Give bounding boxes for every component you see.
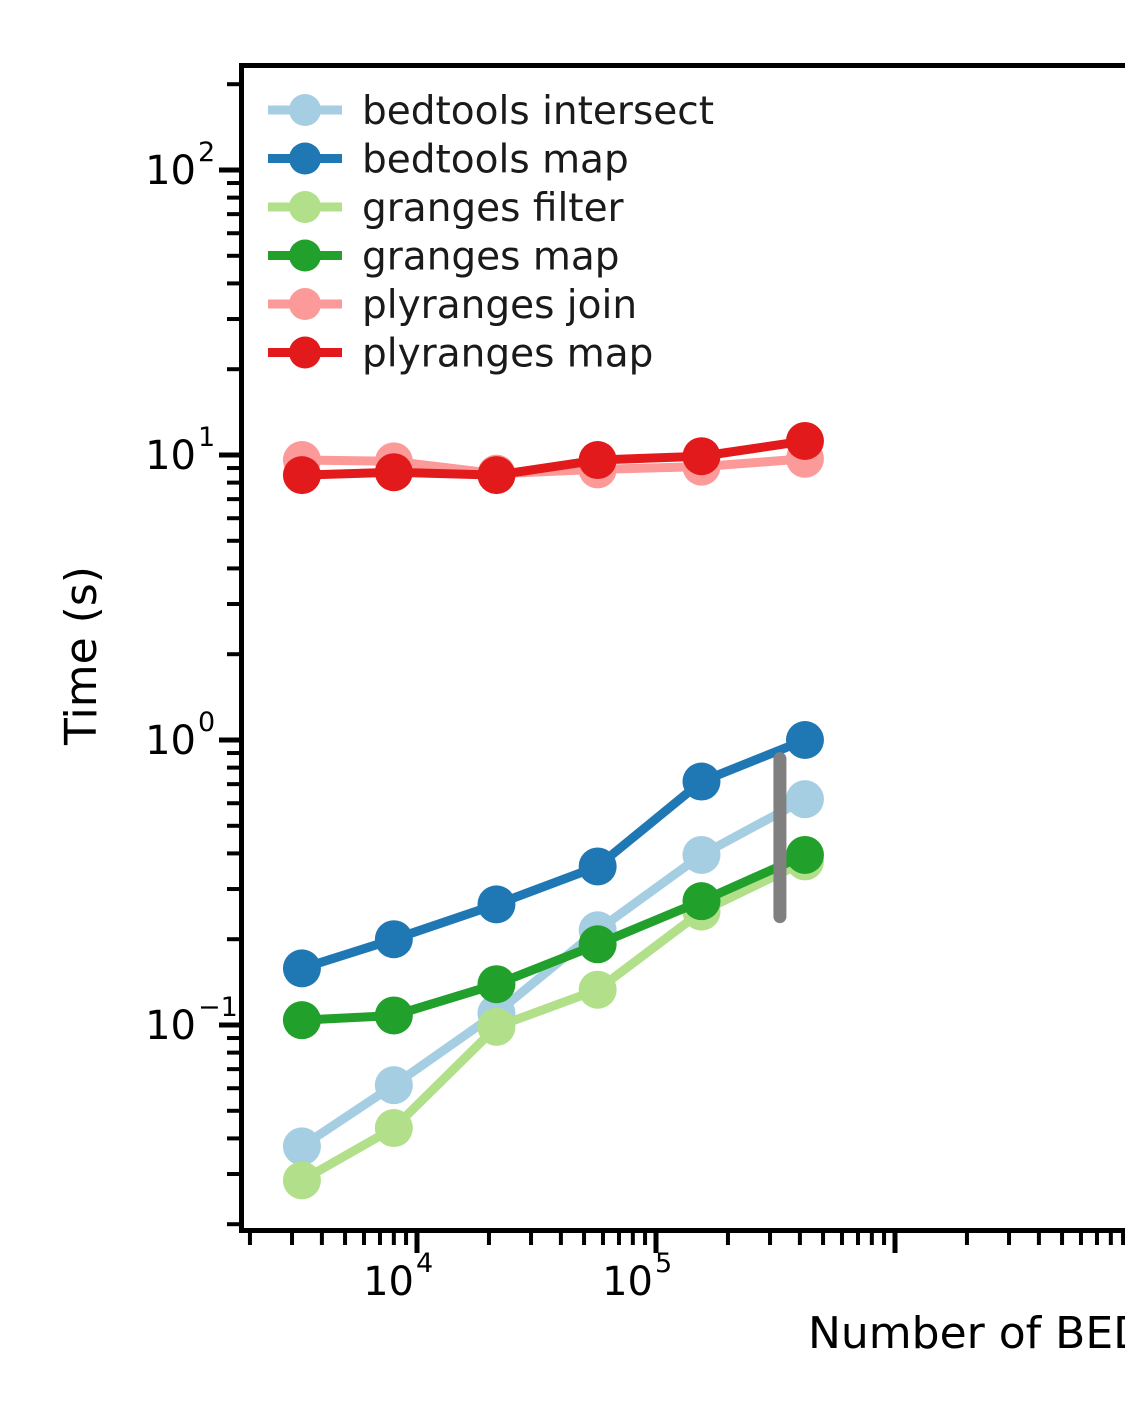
data-point xyxy=(682,762,721,801)
x-axis-title-text: Number of BED xyxy=(808,1308,1125,1359)
y-tick-exponent: 0 xyxy=(198,707,215,738)
data-point xyxy=(282,1127,321,1166)
y-tick-mantissa: 10 xyxy=(145,148,196,194)
data-point xyxy=(282,456,321,495)
series-plyranges-map xyxy=(282,421,824,495)
x-tick-label: 10 5 xyxy=(602,1248,672,1305)
legend-item-label: granges map xyxy=(362,235,620,280)
legend-swatch-marker xyxy=(289,239,321,272)
series-bedtools-map xyxy=(282,721,824,988)
y-tick-exponent: −1 xyxy=(198,992,238,1023)
data-point xyxy=(477,885,516,924)
legend-item-label: plyranges map xyxy=(362,332,653,377)
data-series-layer xyxy=(282,421,824,1200)
legend-item-granges-filter[interactable]: granges filter xyxy=(268,186,625,231)
x-tick-label: 10 4 xyxy=(363,1248,433,1305)
data-point xyxy=(477,456,516,495)
data-point xyxy=(374,1066,413,1105)
y-axis-title: Time (s) xyxy=(56,566,107,746)
data-point xyxy=(374,1109,413,1148)
y-tick-exponent: 2 xyxy=(198,137,215,168)
legend-item-label: bedtools intersect xyxy=(362,89,714,134)
data-point xyxy=(682,835,721,874)
x-tick-exponent: 4 xyxy=(416,1248,433,1279)
legend-item-label: bedtools map xyxy=(362,138,629,183)
data-point xyxy=(578,847,617,886)
y-tick-mantissa: 10 xyxy=(145,718,196,764)
series-granges-map xyxy=(282,835,824,1040)
legend-item-plyranges-join[interactable]: plyranges join xyxy=(268,283,637,328)
legend-swatch-marker xyxy=(289,288,321,320)
legend-swatch-marker xyxy=(289,191,321,223)
legend-item-plyranges-map[interactable]: plyranges map xyxy=(268,332,653,377)
data-point xyxy=(282,1001,321,1040)
y-tick-label: 10 −1 xyxy=(145,992,238,1049)
data-point xyxy=(477,1007,516,1046)
y-tick-marks xyxy=(219,82,241,1227)
data-point xyxy=(282,949,321,988)
legend-item-bedtools-map[interactable]: bedtools map xyxy=(268,138,629,183)
legend-item-granges-map[interactable]: granges map xyxy=(268,235,620,280)
x-tick-exponent: 5 xyxy=(655,1248,672,1279)
x-tick-mantissa: 10 xyxy=(602,1259,653,1305)
data-point xyxy=(785,780,824,819)
data-point xyxy=(578,925,617,964)
legend-item-label: plyranges join xyxy=(362,283,637,328)
y-tick-exponent: 1 xyxy=(198,422,215,453)
x-axis-title: Number of BED xyxy=(808,1308,1125,1359)
data-point xyxy=(785,835,824,874)
data-point xyxy=(374,453,413,492)
y-tick-label: 10 2 xyxy=(145,137,215,194)
y-tick-mantissa: 10 xyxy=(145,1003,196,1049)
data-point xyxy=(282,1161,321,1200)
legend-swatch-marker xyxy=(289,142,321,175)
legend-swatch-marker xyxy=(289,94,321,126)
data-point xyxy=(374,996,413,1035)
legend-item-bedtools-intersect[interactable]: bedtools intersect xyxy=(268,89,714,134)
data-point xyxy=(682,882,721,921)
y-tick-mantissa: 10 xyxy=(145,433,196,479)
data-point xyxy=(578,441,617,480)
data-point xyxy=(477,965,516,1004)
legend-item-label: granges filter xyxy=(362,186,625,231)
axis-frame xyxy=(239,63,1125,1233)
data-point xyxy=(785,721,824,759)
data-point xyxy=(578,970,617,1009)
legend-swatch-marker xyxy=(289,336,321,369)
x-tick-marks xyxy=(247,1231,1125,1253)
data-point xyxy=(785,421,824,460)
data-point xyxy=(374,920,413,959)
y-tick-label: 10 0 xyxy=(145,707,215,764)
x-tick-labels: 10 4 10 5 xyxy=(363,1248,672,1305)
y-axis-title-text: Time (s) xyxy=(56,566,107,746)
x-tick-mantissa: 10 xyxy=(363,1259,414,1305)
data-point xyxy=(682,437,721,476)
y-tick-label: 10 1 xyxy=(145,422,215,479)
